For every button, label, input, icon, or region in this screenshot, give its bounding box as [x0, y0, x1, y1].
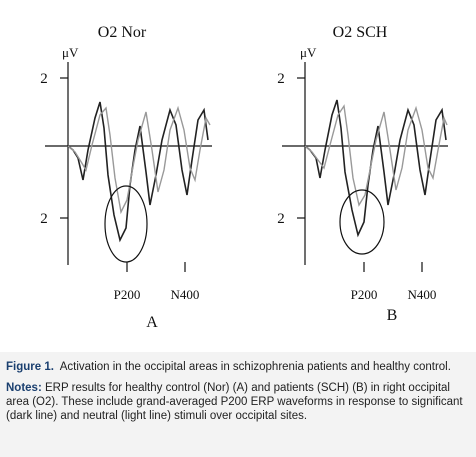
x-label: P200 [114, 287, 141, 302]
y-tick-label: 2 [40, 71, 48, 87]
notes-label: Notes: [6, 382, 42, 394]
figure: O2 Nor μV 2 2 P200 N400 A O2 SCH μV 2 2 … [40, 24, 448, 331]
notes-text: ERP results for healthy control (Nor) (A… [6, 382, 463, 422]
unit: μV [62, 45, 79, 60]
panel-letter: B [387, 307, 398, 324]
x-label: N400 [408, 287, 437, 302]
axes [282, 62, 448, 272]
panel-a: O2 Nor μV 2 2 P200 N400 A [40, 24, 212, 331]
y-tick-label: 2 [40, 211, 48, 227]
panel-title: O2 SCH [333, 24, 388, 41]
panel-b: O2 SCH μV 2 2 P200 N400 B [277, 24, 448, 324]
panel-title: O2 Nor [98, 24, 147, 41]
caption-box: Figure 1. Activation in the occipital ar… [0, 352, 476, 457]
caption-text: Activation in the occipital areas in sch… [59, 361, 451, 373]
y-tick-label: 2 [277, 211, 285, 227]
panel-letter: A [146, 314, 158, 331]
axes [45, 62, 212, 272]
x-label: N400 [171, 287, 200, 302]
y-tick-label: 2 [277, 71, 285, 87]
dark-waveform [67, 101, 209, 243]
notes: Notes: ERP results for healthy control (… [6, 381, 470, 423]
caption: Figure 1. Activation in the occipital ar… [6, 360, 470, 374]
highlight-circle [339, 189, 385, 255]
dark-waveform [304, 99, 447, 238]
highlight-circle [104, 185, 148, 263]
caption-label: Figure 1. [6, 361, 54, 373]
light-waveform [304, 104, 448, 207]
light-waveform [67, 105, 211, 215]
x-label: P200 [351, 287, 378, 302]
unit: μV [300, 45, 317, 60]
